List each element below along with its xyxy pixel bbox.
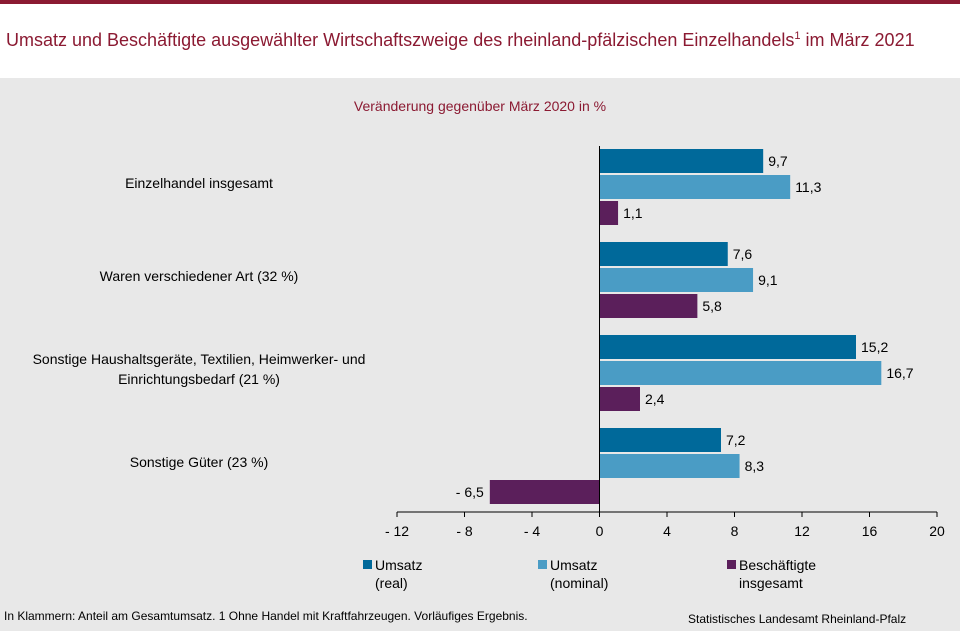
bar: [599, 454, 740, 478]
x-tick-label: - 4: [524, 523, 541, 539]
footnote: In Klammern: Anteil am Gesamtumsatz. 1 O…: [4, 609, 528, 623]
bar: [489, 480, 600, 504]
bar: [599, 428, 721, 452]
category-label: Einzelhandel insgesamt: [125, 175, 273, 191]
legend-label: Beschäftigte insgesamt: [739, 557, 817, 591]
chart-title: Umsatz und Beschäftigte ausgewählter Wir…: [6, 30, 915, 50]
category-label: Waren verschiedener Art (32 %): [100, 268, 299, 284]
data-label: 9,7: [768, 153, 788, 169]
bar: [599, 294, 698, 318]
x-tick-label: - 8: [456, 523, 473, 539]
legend-label: Umsatz (nominal): [550, 557, 609, 591]
legend-swatch: [727, 560, 736, 569]
bar: [599, 387, 640, 411]
x-tick-label: 0: [596, 523, 604, 539]
data-label: 7,2: [726, 432, 746, 448]
data-label: 1,1: [623, 205, 643, 221]
bar: [599, 335, 856, 359]
data-label: 7,6: [733, 246, 753, 262]
category-label: Sonstige Haushaltsgeräte, Textilien, Hei…: [33, 351, 366, 387]
data-label: 16,7: [886, 365, 913, 381]
x-tick-label: 16: [862, 523, 878, 539]
data-label: 8,3: [745, 458, 765, 474]
x-tick-label: 12: [794, 523, 810, 539]
data-label: 11,3: [795, 179, 821, 195]
x-tick-label: 8: [731, 523, 739, 539]
x-tick-label: 20: [929, 523, 945, 539]
data-label: 5,8: [702, 298, 722, 314]
chart-subtitle: Veränderung gegenüber März 2020 in %: [354, 98, 606, 114]
data-label: - 6,5: [456, 484, 484, 500]
legend-label: Umsatz (real): [375, 557, 423, 591]
data-label: 2,4: [645, 391, 665, 407]
bar: [599, 268, 754, 292]
legend-swatch: [538, 560, 547, 569]
bar: [599, 149, 764, 173]
header: Umsatz und Beschäftigte ausgewählter Wir…: [0, 4, 960, 72]
x-tick-label: - 12: [385, 523, 409, 539]
top-accent-line: [0, 0, 960, 4]
data-label: 15,2: [861, 339, 888, 355]
data-label: 9,1: [758, 272, 778, 288]
x-tick-label: 4: [663, 523, 671, 539]
bar: [599, 361, 882, 385]
bar: [599, 242, 728, 266]
source-note: Statistisches Landesamt Rheinland-Pfalz: [688, 612, 907, 626]
bar: [599, 175, 791, 199]
category-label: Sonstige Güter (23 %): [130, 454, 269, 470]
bar: [599, 201, 619, 225]
legend-swatch: [363, 560, 372, 569]
